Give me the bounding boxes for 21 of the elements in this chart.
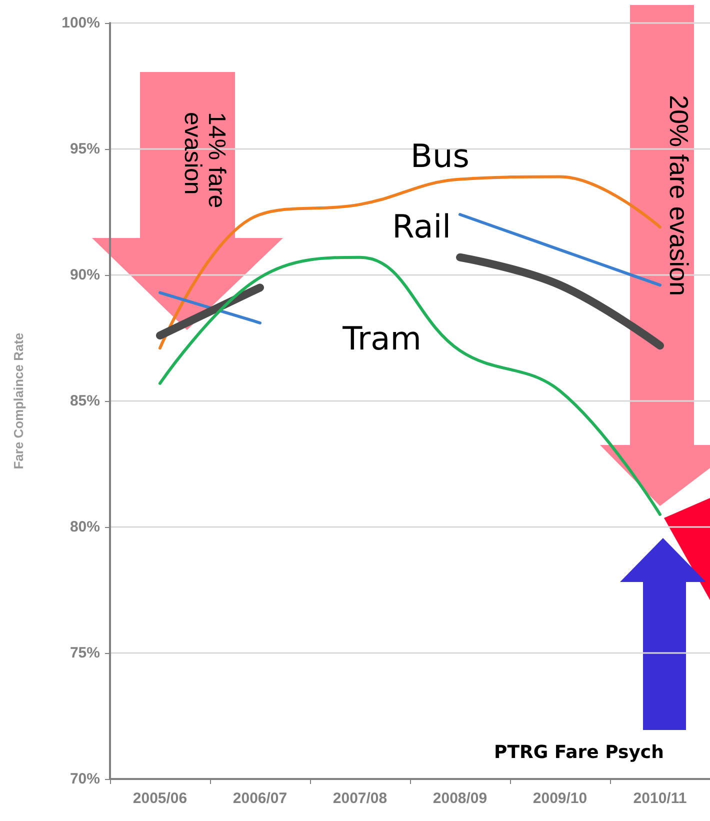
annotation: PTRG Fare Psych xyxy=(494,742,665,763)
x-tick-label: 2010/11 xyxy=(633,790,687,807)
y-tick-label: 95% xyxy=(70,140,100,158)
y-tick-label: 75% xyxy=(70,644,100,662)
x-tick-label: 2007/08 xyxy=(332,790,388,807)
y-tick-label: 85% xyxy=(70,392,100,410)
annotation: 14% fare evasion xyxy=(179,112,230,210)
annotation: 20% fare evasion xyxy=(664,95,694,298)
y-tick-label: 70% xyxy=(70,770,100,788)
line-series xyxy=(158,256,662,516)
x-tick-label: 2005/06 xyxy=(132,790,188,807)
y-tick-label: 80% xyxy=(70,518,100,536)
x-tick-label: 2006/07 xyxy=(232,790,288,807)
y-tick-label: 100% xyxy=(62,14,100,32)
x-tick-label: 2008/09 xyxy=(432,790,488,807)
series-label: Tram xyxy=(342,319,422,358)
series-label: Rail xyxy=(392,208,451,246)
y-axis-title: Fare Complaince Rate xyxy=(11,332,26,470)
y-tick-label: 90% xyxy=(70,266,100,284)
series-label: Bus xyxy=(410,137,470,176)
x-tick-label: 2009/10 xyxy=(532,790,588,807)
